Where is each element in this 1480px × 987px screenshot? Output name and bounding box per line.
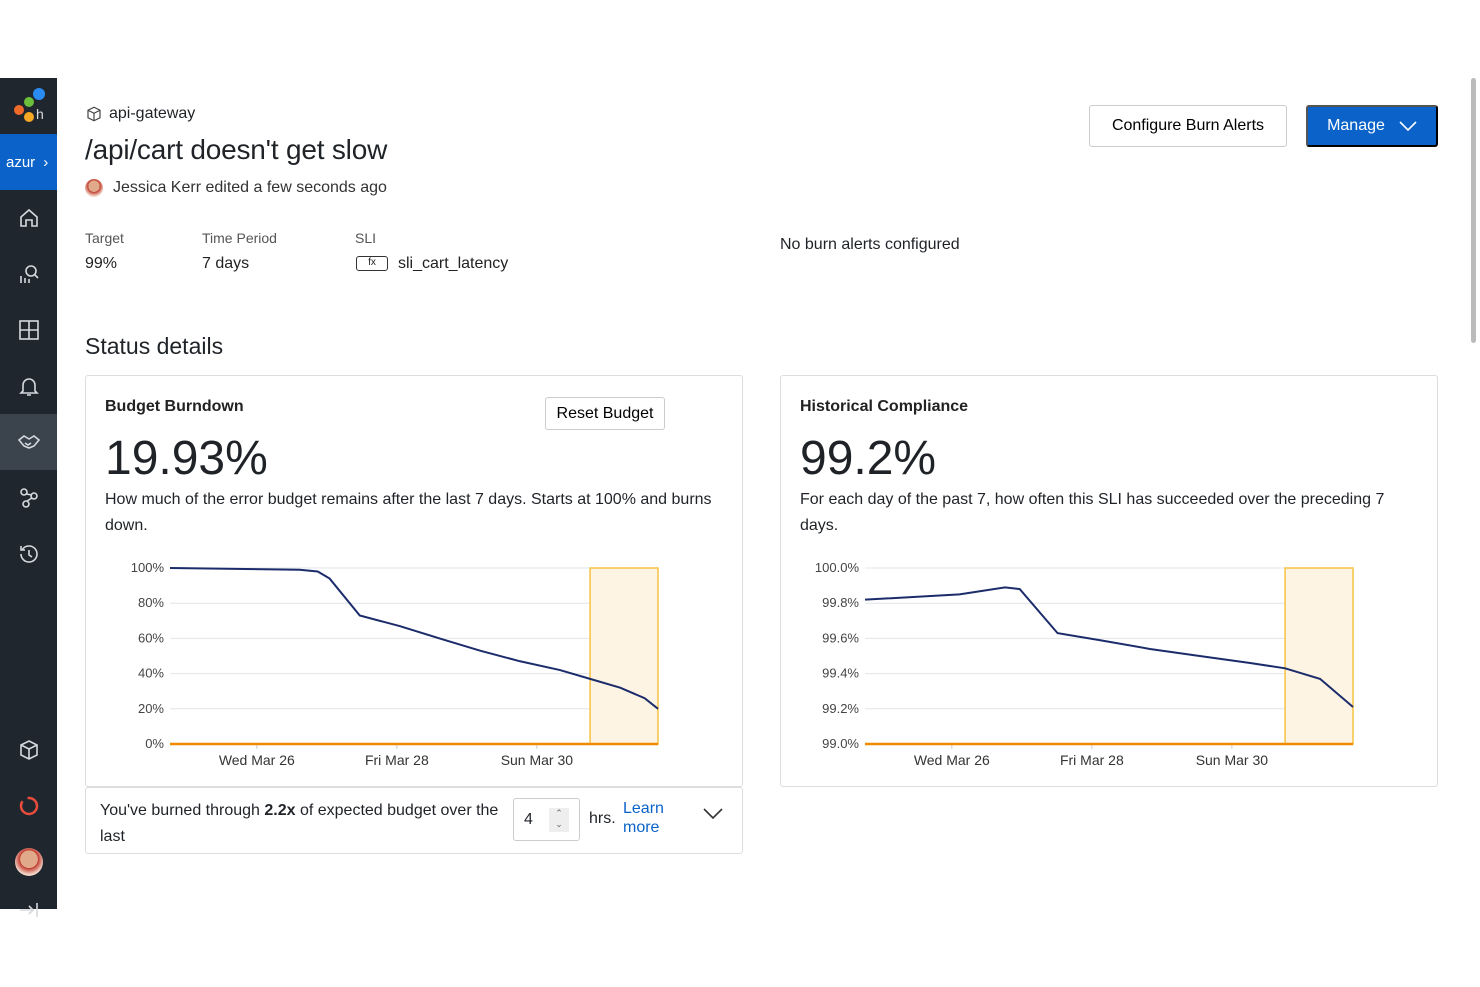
nav-service-map[interactable]: [0, 470, 57, 526]
y-tick-label: 80%: [138, 595, 164, 610]
avatar: [85, 179, 103, 197]
edited-text: Jessica Kerr edited a few seconds ago: [113, 179, 387, 196]
collapse-icon: [19, 903, 38, 917]
nav-datasets[interactable]: [0, 722, 57, 778]
hours-unit: hrs.: [589, 810, 616, 827]
y-tick-label: 99.4%: [822, 666, 859, 681]
query-icon: [19, 265, 39, 283]
compliance-chart[interactable]: 99.0% 99.2% 99.4% 99.6% 99.8% 100.0% Wed Mar 2…: [781, 551, 1437, 781]
scrollbar[interactable]: [1468, 78, 1480, 909]
series-line: [169, 567, 659, 710]
nav-history[interactable]: [0, 526, 57, 582]
hours-input[interactable]: 4 ⌃ ⌄: [513, 798, 580, 841]
sli-name: sli_cart_latency: [398, 255, 509, 272]
text: You've burned through: [100, 802, 265, 819]
collapse-sidebar-button[interactable]: [0, 890, 57, 930]
chevron-down-icon: [1399, 121, 1417, 131]
scrollbar-thumb[interactable]: [1471, 78, 1476, 343]
budget-burndown-card: Budget Burndown Reset Budget 19.93% How …: [85, 375, 743, 787]
nav-slos[interactable]: [0, 414, 57, 470]
configure-burn-alerts-button[interactable]: Configure Burn Alerts: [1089, 105, 1287, 147]
y-tick-label: 99.2%: [822, 701, 859, 716]
y-tick-label: 0%: [145, 736, 164, 751]
section-title: Status details: [85, 333, 224, 359]
y-tick-label: 100%: [131, 560, 165, 575]
learn-more-link[interactable]: Learn more: [623, 800, 664, 836]
y-tick-label: 40%: [138, 666, 164, 681]
burn-rate-text: You've burned through 2.2x of expected b…: [100, 798, 500, 850]
highlight-window: [589, 567, 659, 745]
time-period-label: Time Period: [202, 230, 277, 246]
handshake-icon: [17, 435, 40, 449]
compliance-value: 99.2%: [800, 432, 937, 485]
page-title: /api/cart doesn't get slow: [85, 134, 388, 165]
target-label: Target: [85, 230, 124, 246]
y-tick-label: 99.6%: [822, 630, 859, 645]
main-content: api-gateway /api/cart doesn't get slow J…: [57, 78, 1467, 909]
service-map-icon: [19, 488, 38, 508]
burn-multiplier: 2.2x: [264, 802, 296, 819]
cube-icon: [87, 106, 101, 122]
team-switcher[interactable]: azur ›: [0, 134, 57, 190]
burn-alerts-status: No burn alerts configured: [780, 236, 960, 253]
sli-value[interactable]: fx sli_cart_latency: [356, 255, 508, 273]
card-title: Historical Compliance: [800, 398, 969, 415]
home-icon: [19, 208, 38, 227]
sidebar: h azur ›: [0, 78, 57, 917]
x-tick-label: Wed Mar 26: [219, 752, 295, 768]
x-tick-label: Sun Mar 30: [501, 752, 574, 768]
cube-icon: [19, 740, 38, 760]
chevron-right-icon: ›: [43, 153, 49, 171]
fx-icon: fx: [356, 256, 388, 272]
highlight-window: [1284, 567, 1354, 745]
y-tick-label: 60%: [138, 630, 164, 645]
time-period-value: 7 days: [202, 255, 250, 272]
x-tick-label: Wed Mar 26: [914, 752, 990, 768]
target-value: 99%: [85, 255, 118, 272]
dataset-name: api-gateway: [109, 105, 196, 122]
card-description: How much of the error budget remains aft…: [105, 491, 712, 534]
nav-triggers[interactable]: [0, 358, 57, 414]
historical-compliance-card: Historical Compliance 99.2% For each day…: [780, 375, 1438, 787]
team-name: azur: [6, 153, 36, 171]
boards-icon: [18, 320, 39, 340]
integrations-icon: [19, 796, 38, 816]
chevron-down-icon[interactable]: [703, 808, 723, 820]
budget-remaining-value: 19.93%: [105, 432, 268, 485]
y-tick-label: 20%: [138, 701, 164, 716]
reset-budget-button[interactable]: Reset Budget: [545, 397, 665, 430]
nav-home[interactable]: [0, 190, 57, 246]
user-avatar: [14, 848, 43, 876]
series-line: [864, 586, 1354, 708]
nav-boards[interactable]: [0, 302, 57, 358]
text: of expected budget over the last: [100, 802, 499, 845]
x-tick-label: Fri Mar 28: [365, 752, 429, 768]
manage-label: Manage: [1327, 117, 1385, 134]
manage-button[interactable]: Manage: [1306, 105, 1438, 147]
y-tick-label: 99.8%: [822, 595, 859, 610]
burndown-chart[interactable]: 0% 20% 40% 60% 80% 100% Wed Mar 26 Fri Mar 28 Su…: [86, 551, 742, 781]
hours-value: 4: [524, 811, 533, 828]
nav-integrations[interactable]: [0, 778, 57, 834]
y-tick-label: 99.0%: [822, 736, 859, 751]
y-tick-label: 100.0%: [815, 560, 860, 575]
bell-icon: [18, 378, 39, 396]
nav-account[interactable]: [0, 834, 57, 890]
honeycomb-logo[interactable]: h: [0, 78, 57, 134]
stepper-icon[interactable]: ⌃ ⌄: [549, 808, 569, 832]
sli-label: SLI: [355, 230, 377, 246]
history-icon: [19, 545, 38, 563]
burn-rate-footer: You've burned through 2.2x of expected b…: [85, 787, 743, 854]
svg-text:h: h: [36, 106, 44, 122]
card-title: Budget Burndown: [105, 398, 244, 415]
x-tick-label: Fri Mar 28: [1060, 752, 1124, 768]
card-description: For each day of the past 7, how often th…: [800, 491, 1385, 534]
nav-query[interactable]: [0, 246, 57, 302]
breadcrumb[interactable]: api-gateway: [85, 105, 195, 123]
x-tick-label: Sun Mar 30: [1196, 752, 1269, 768]
